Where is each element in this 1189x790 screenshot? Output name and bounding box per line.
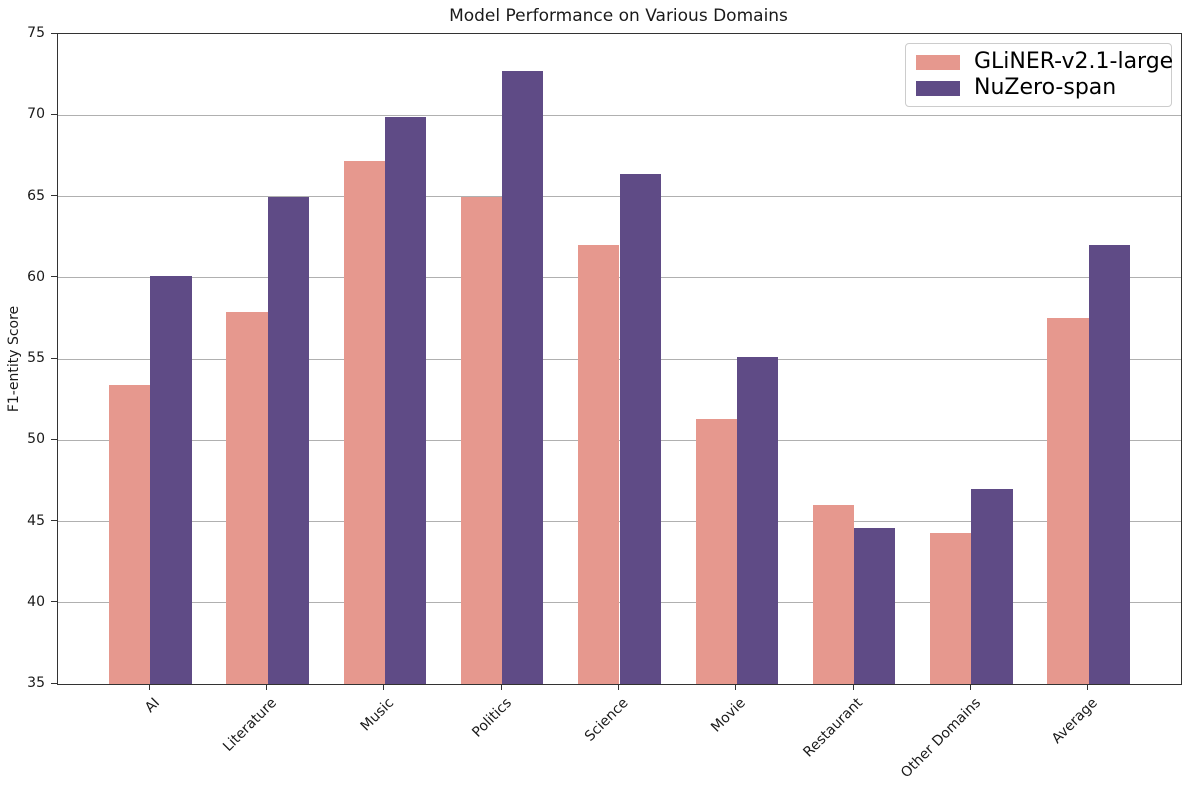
y-tick-mark: [51, 276, 57, 278]
y-tick-label: 60: [27, 268, 45, 285]
bar-GLiNER-v2.1-large-AI: [109, 385, 151, 684]
bar-NuZero-span-AI: [150, 276, 192, 684]
x-axis-label: Politics: [468, 695, 515, 741]
x-tick-mark: [852, 684, 854, 690]
bar-NuZero-span-Literature: [267, 196, 309, 684]
y-tick-mark: [51, 195, 57, 196]
x-axis-label: AI: [141, 695, 163, 717]
y-tick-label: 40: [27, 593, 45, 610]
x-axis-label: Restaurant: [800, 695, 867, 761]
y-tick-label: 65: [27, 187, 45, 204]
bar-GLiNER-v2.1-large-Politics: [460, 196, 503, 684]
y-tick-mark: [51, 520, 57, 521]
y-tick-mark: [51, 682, 57, 684]
x-axis-label: Literature: [220, 695, 280, 755]
x-tick-mark: [383, 684, 385, 690]
y-tick-mark: [51, 438, 57, 440]
x-axis-label: Movie: [708, 695, 750, 736]
bar-NuZero-span-Restaurant: [854, 528, 896, 684]
x-tick-mark: [735, 684, 737, 690]
legend-label-series-0: GLiNER-v2.1-large: [974, 49, 1174, 74]
x-axis-label: Other Domains: [897, 695, 984, 782]
bar-NuZero-span-Politics: [502, 71, 544, 684]
x-tick-mark: [500, 684, 502, 690]
y-tick-mark: [51, 601, 57, 603]
y-tick-label: 75: [27, 25, 45, 41]
plot-area: [57, 33, 1182, 685]
bar-NuZero-span-Music: [384, 116, 427, 684]
bar-GLiNER-v2.1-large-Literature: [226, 311, 268, 684]
x-axis-label: Science: [582, 695, 632, 745]
y-tick-label: 35: [27, 675, 45, 691]
x-tick-mark: [266, 684, 268, 690]
legend-swatch-series-0: [916, 54, 960, 70]
y-tick-label: 70: [27, 106, 45, 123]
y-tick-mark: [51, 32, 57, 34]
y-tick-label: 45: [27, 512, 45, 529]
bar-GLiNER-v2.1-large-Average: [1047, 318, 1089, 684]
x-axis-label: Music: [357, 695, 398, 735]
bar-GLiNER-v2.1-large-Science: [578, 245, 620, 684]
bar-NuZero-span-Movie: [736, 357, 779, 684]
bar-GLiNER-v2.1-large-Other Domains: [930, 532, 972, 684]
bar-NuZero-span-Other Domains: [971, 489, 1013, 684]
legend-entry: GLiNER-v2.1-large: [916, 51, 1173, 73]
legend-label-series-1: NuZero-span: [974, 75, 1117, 100]
bar-GLiNER-v2.1-large-Music: [343, 160, 385, 684]
x-axis-label: Average: [1049, 695, 1102, 747]
gridline: [58, 114, 1181, 116]
y-tick-mark: [51, 113, 57, 115]
bar-GLiNER-v2.1-large-Movie: [695, 419, 737, 684]
chart-title: Model Performance on Various Domains: [449, 6, 788, 26]
x-tick-mark: [969, 684, 971, 690]
bar-GLiNER-v2.1-large-Restaurant: [812, 505, 855, 684]
legend-entry: NuZero-span: [916, 77, 1161, 99]
x-tick-mark: [618, 684, 619, 690]
x-tick-mark: [148, 684, 150, 690]
x-tick-mark: [1087, 684, 1089, 690]
y-tick-label: 50: [27, 431, 45, 448]
legend-swatch-series-1: [916, 80, 960, 96]
bar-NuZero-span-Science: [619, 173, 661, 684]
legend: GLiNER-v2.1-large NuZero-span: [905, 43, 1173, 107]
y-tick-mark: [51, 357, 57, 359]
y-tick-label: 55: [27, 350, 45, 366]
bar-NuZero-span-Average: [1088, 245, 1130, 684]
